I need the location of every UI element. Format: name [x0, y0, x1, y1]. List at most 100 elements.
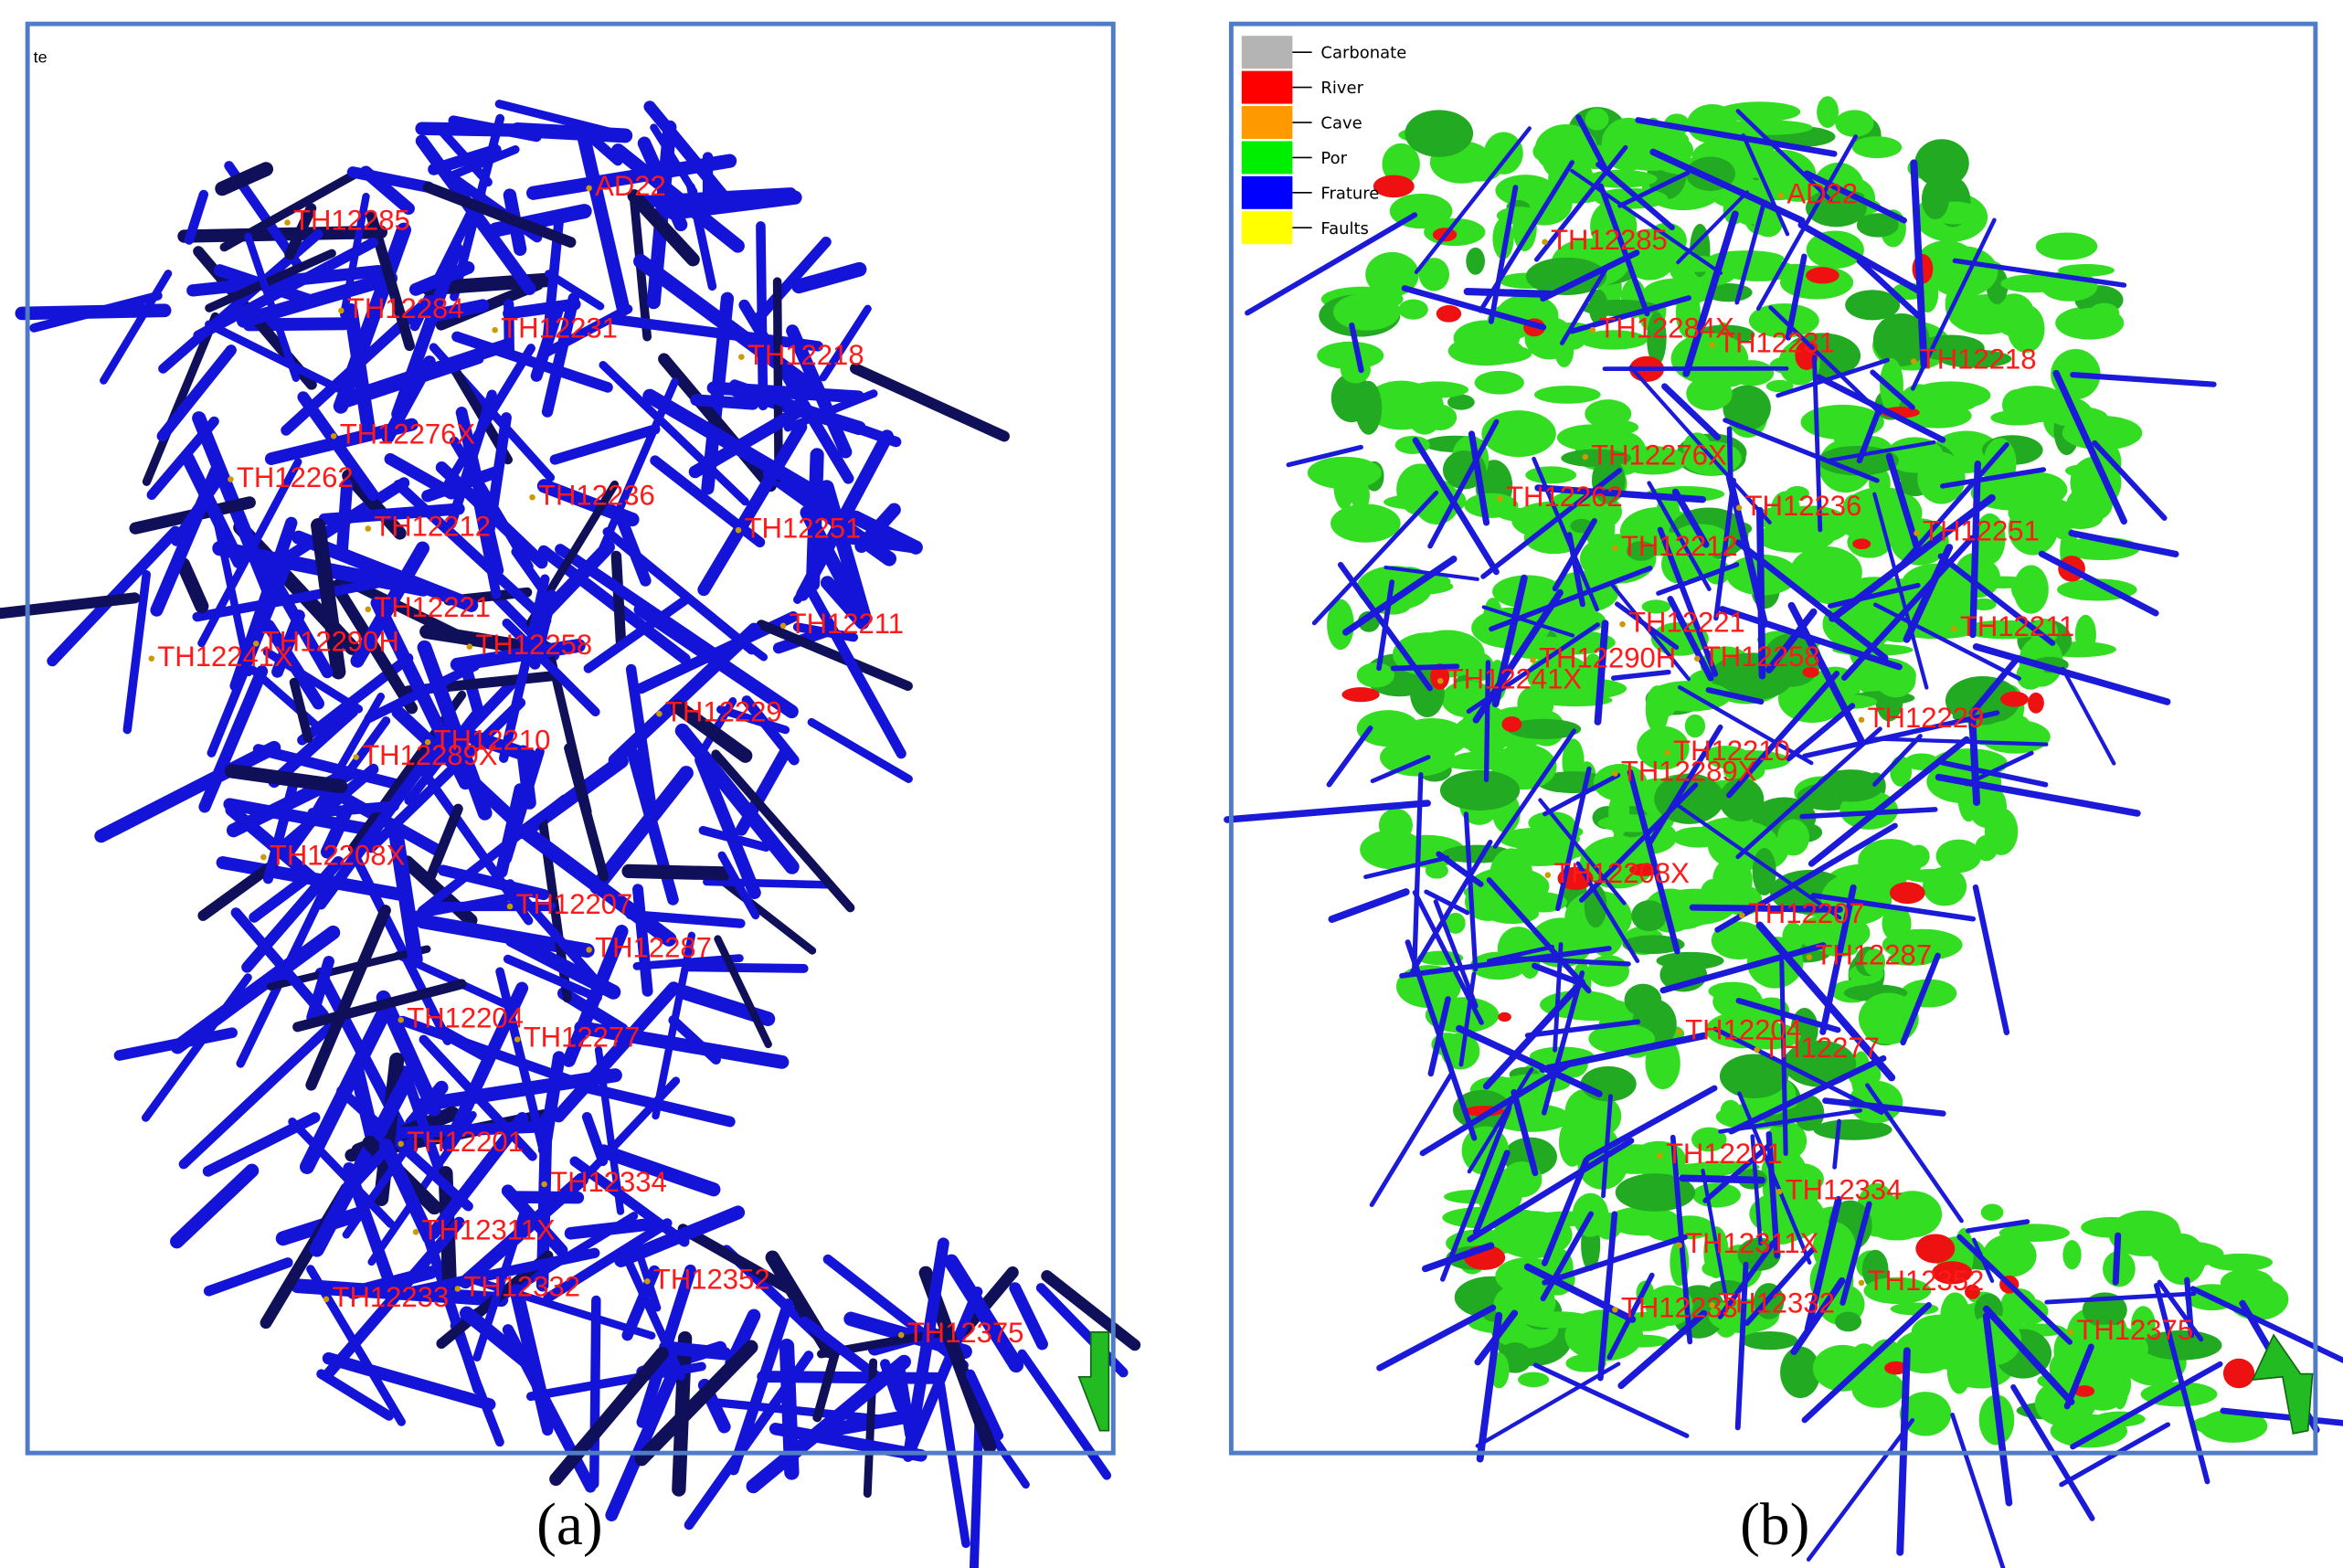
fracture [1647, 724, 1723, 846]
legend-swatch [1241, 36, 1293, 69]
legend-swatch [1241, 106, 1293, 139]
panel-a-frame [25, 21, 1116, 1456]
fracture [1734, 1261, 1749, 1431]
porosity [1627, 1154, 1669, 1170]
well-marker [644, 1277, 651, 1285]
fracture [1610, 583, 1691, 682]
fracture [552, 981, 681, 1123]
well-label: TH12218 [747, 339, 864, 371]
fracture [806, 587, 906, 759]
porosity [2050, 1414, 2127, 1448]
well-label: TH12311X [1685, 1227, 1818, 1259]
fracture [427, 1112, 529, 1240]
fracture [668, 1015, 721, 1065]
fracture [717, 851, 760, 920]
fracture [1790, 1277, 1846, 1355]
porosity [2088, 302, 2120, 325]
porosity [1525, 257, 1607, 296]
fracture [1533, 144, 1628, 262]
fracture [1982, 1312, 2013, 1507]
porosity [1899, 1392, 1952, 1436]
porosity [1631, 900, 1668, 932]
well-marker [466, 643, 473, 650]
fracture [1735, 726, 1882, 860]
fracture [588, 1295, 601, 1489]
fracture [1041, 1270, 1141, 1351]
fracture [1968, 654, 2021, 716]
porosity [1746, 936, 1804, 989]
fracture [1568, 295, 1691, 334]
fracture [419, 624, 544, 656]
fracture [1481, 605, 1575, 638]
fracture [754, 237, 832, 323]
fracture [2070, 372, 2217, 387]
fracture [393, 480, 552, 626]
fracture [1492, 728, 1576, 849]
well-marker [1612, 545, 1618, 552]
fracture [1812, 355, 1823, 533]
river [1436, 305, 1462, 323]
porosity [2053, 1329, 2085, 1373]
fracture [807, 717, 913, 783]
porosity [1709, 1280, 1744, 1295]
river [1884, 1361, 1908, 1375]
fracture [288, 1117, 396, 1228]
well-label: TH12311X [422, 1213, 556, 1245]
fracture [1597, 183, 1650, 317]
fracture [792, 622, 859, 642]
well-label: TH12210 [1673, 735, 1790, 767]
fracture [1472, 1150, 1511, 1235]
porosity [1585, 399, 1632, 429]
porosity [1723, 385, 1771, 431]
river [1498, 1012, 1511, 1022]
porosity [1607, 124, 1690, 156]
fracture [1885, 452, 1922, 555]
well-marker [1582, 453, 1588, 461]
fracture [1910, 159, 1928, 369]
fracture [262, 648, 364, 714]
well-marker [1530, 657, 1536, 663]
fracture [1872, 602, 2021, 681]
river [1802, 666, 1819, 678]
well-marker [1544, 872, 1552, 878]
porosity [1783, 1040, 1857, 1087]
porosity [1851, 1370, 1905, 1408]
porosity [1901, 979, 1957, 1008]
fracture [1421, 1242, 1495, 1273]
fracture [596, 1144, 721, 1197]
porosity [1851, 136, 1903, 159]
river [1373, 175, 1415, 198]
fracture [1488, 185, 1519, 324]
porosity [1923, 866, 1967, 906]
well-marker [1542, 238, 1548, 246]
fracture [1671, 488, 1710, 548]
fracture [2220, 1407, 2343, 1426]
porosity [1835, 1311, 1861, 1332]
fracture [1750, 1134, 1763, 1246]
porosity [1780, 1346, 1821, 1398]
fracture [1808, 736, 1970, 867]
fracture [2061, 666, 2116, 766]
fracture [819, 480, 872, 624]
legend-label: Cave [1320, 114, 1362, 133]
fracture [1467, 1067, 1534, 1174]
fracture [1712, 1026, 1884, 1115]
fracture [969, 1410, 984, 1568]
fracture [1363, 855, 1449, 880]
fracture [1411, 772, 1424, 975]
fracture [1540, 1211, 1595, 1302]
fracture [366, 210, 415, 352]
fracture [686, 182, 717, 291]
porosity [1719, 778, 1765, 821]
porosity [1539, 694, 1613, 707]
fracture [1910, 217, 1997, 391]
fracture [1765, 1130, 1780, 1259]
fracture [1787, 601, 1866, 747]
fracture [2189, 1286, 2343, 1363]
porosity [1492, 575, 1563, 609]
well-label: TH12229 [1868, 702, 1985, 734]
porosity [1863, 948, 1886, 977]
well-label: TH12262 [1506, 481, 1623, 513]
porosity [1615, 1334, 1670, 1348]
well-label: TH12285 [293, 205, 410, 237]
